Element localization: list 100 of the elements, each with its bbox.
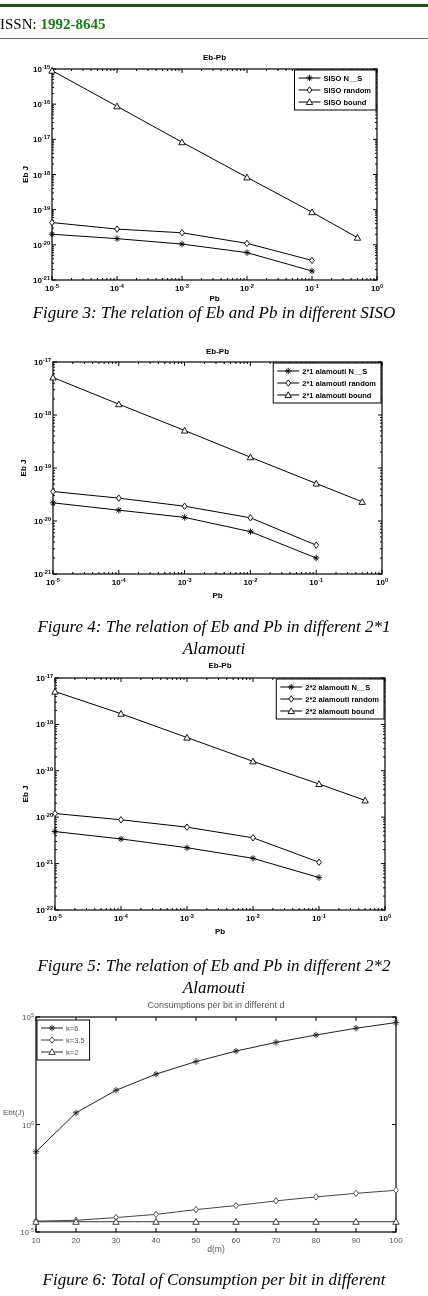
point: [250, 834, 256, 842]
y-tick-label: 10$^{-17}$: [34, 356, 51, 367]
x-axis-title: Pb: [212, 591, 223, 600]
point: [312, 479, 320, 487]
point: [273, 1197, 279, 1205]
point: [232, 1047, 240, 1055]
point: [352, 1024, 360, 1032]
point: [178, 138, 186, 146]
point: [392, 1018, 400, 1027]
x-tick-label: 10$^{-1}$: [309, 576, 324, 587]
point: [192, 1057, 200, 1066]
y-axis-title: Eb J: [21, 166, 30, 183]
point: [118, 816, 124, 824]
chart-title: Consumptions per bit in different d: [147, 1000, 285, 1010]
caption: Figure 6: Total of Consumption per bit in different: [41, 1270, 387, 1289]
point: [181, 502, 188, 510]
point: [113, 102, 121, 110]
y-tick-label: 10$^{-19}$: [36, 765, 53, 776]
point: [178, 240, 186, 248]
x-tick-label: 10$^{-5}$: [48, 912, 62, 923]
point: [232, 1218, 240, 1225]
y-tick-label: 10$^{-20}$: [36, 811, 53, 823]
x-axis-title: Pb: [214, 927, 226, 936]
point: [393, 1186, 399, 1194]
point: [249, 757, 257, 765]
point: [272, 1038, 280, 1047]
point: [112, 1086, 120, 1094]
x-tick-label: 20: [71, 1236, 81, 1245]
point: [115, 494, 122, 502]
point: [183, 844, 191, 852]
x-tick-label: 10$^{-1}$: [305, 282, 319, 293]
y-tick-label: 10$^{-15}$: [33, 63, 50, 74]
point: [114, 225, 120, 233]
y-tick-label: 10$^{-18}$: [36, 719, 53, 730]
point: [243, 248, 251, 257]
y-tick-label: 10$^{-17}$: [33, 134, 50, 145]
y-tick-label: 10$^{-19}$: [34, 462, 51, 473]
point: [113, 234, 121, 243]
chart-title: Eb-Pb: [205, 347, 230, 356]
x-tick-label: 10$^{-3}$: [177, 576, 192, 587]
point: [152, 1218, 160, 1225]
y-tick-label: 10$^{-19}$: [33, 204, 50, 215]
x-axis-title: d(m): [207, 1244, 225, 1254]
point: [246, 527, 255, 536]
caption: Figure 4: The relation of Eb and Pb in different 2*1 Alamouti: [36, 617, 391, 658]
text: ISSN: 1992-8645: [0, 16, 106, 32]
point: [246, 453, 255, 461]
point: [312, 1218, 320, 1225]
caption: Figure 5: The relation of Eb and Pb in different 2*2 Alamouti: [36, 956, 392, 997]
point: [312, 1031, 320, 1039]
point: [272, 1218, 280, 1225]
point: [249, 854, 257, 862]
y-tick-label: 10$^{-18}$: [34, 409, 51, 420]
x-tick-label: 40: [151, 1236, 161, 1245]
point: [117, 710, 125, 717]
point: [353, 1189, 359, 1197]
x-tick-label: 10$^{-2}$: [246, 912, 260, 923]
point: [49, 499, 57, 507]
x-tick-label: 90: [351, 1236, 361, 1245]
caption: Figure 3: The relation of Eb and Pb in different SISO: [31, 303, 396, 322]
point: [308, 208, 316, 216]
x-tick-label: 10$^{-1}$: [312, 912, 326, 923]
point: [51, 827, 59, 836]
point: [115, 506, 123, 514]
x-tick-label: 10$^{-3}$: [175, 282, 189, 293]
x-tick-label: 10$^{-2}$: [240, 282, 254, 293]
x-tick-label: 10$^{-4}$: [111, 576, 127, 587]
y-tick-label: 10$^{-17}$: [36, 672, 53, 683]
y-axis-title: Ebt(J): [3, 1107, 25, 1117]
point: [315, 873, 323, 882]
point: [72, 1109, 80, 1117]
point: [315, 780, 323, 787]
x-tick-label: 10$^{-3}$: [180, 912, 194, 923]
x-tick-label: 70: [271, 1236, 281, 1245]
point: [392, 1218, 400, 1225]
y-tick-label: 10$^{-22}$: [36, 904, 53, 915]
x-tick-label: 10: [31, 1236, 41, 1245]
point: [308, 267, 316, 275]
point: [184, 823, 190, 831]
y-tick-label: 10$^{0}$: [21, 1119, 34, 1130]
y-axis-title: Eb J: [21, 785, 30, 803]
point: [152, 1070, 160, 1078]
point: [180, 513, 189, 522]
x-tick-label: 10$^{-4}$: [114, 912, 129, 923]
point: [313, 1193, 319, 1201]
y-tick-label: 10$^{-16}$: [33, 98, 50, 110]
x-tick-label: 10$^{-4}$: [110, 282, 125, 293]
point: [316, 858, 322, 866]
point: [192, 1218, 200, 1225]
x-tick-label: 30: [111, 1236, 121, 1245]
point: [352, 1218, 360, 1225]
point: [115, 400, 123, 408]
chart-title: Eb-Pb: [202, 53, 227, 62]
point: [247, 514, 254, 522]
x-axis-title: Pb: [209, 294, 220, 303]
point: [243, 173, 251, 181]
point: [179, 229, 185, 237]
x-tick-label: 80: [311, 1236, 321, 1245]
chart-title: Eb-Pb: [208, 661, 232, 670]
y-axis-title: Eb J: [19, 459, 28, 477]
